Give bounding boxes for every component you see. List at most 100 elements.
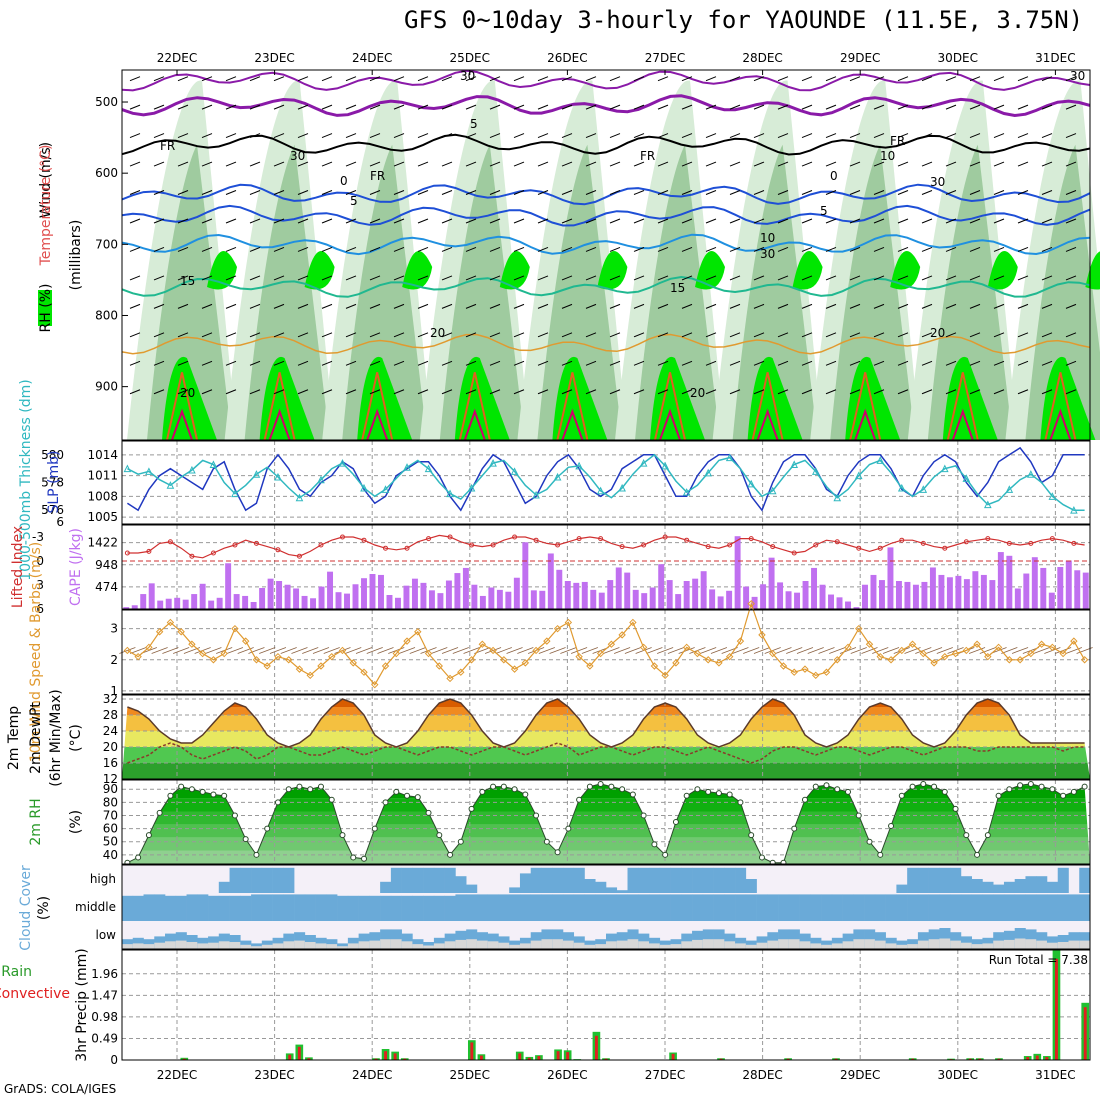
wind-barb: [321, 332, 333, 338]
wind-barb: [801, 190, 813, 195]
wind-barb: [431, 647, 448, 654]
cloud-block-low: [842, 941, 854, 949]
lifted-index-line: [127, 534, 1085, 559]
cape-bar: [369, 574, 376, 609]
cloud-block: [595, 894, 607, 921]
rh-point: [619, 786, 626, 793]
wind-barb: [377, 647, 394, 654]
cape-bar: [411, 578, 418, 609]
cloud-block: [993, 894, 1005, 921]
wind-barb: [825, 218, 837, 224]
wind-speed-point: [876, 652, 884, 661]
lifted-index-point: [727, 542, 733, 548]
cloud-block: [659, 894, 671, 921]
wind-barb: [849, 389, 861, 395]
rh-area-moist: [890, 251, 921, 290]
cloud-block-low: [541, 939, 553, 949]
wind-speed-point: [1059, 649, 1067, 658]
lifted-index-point: [963, 539, 969, 545]
wind-barb: [801, 218, 813, 224]
cape-bar: [624, 572, 631, 609]
y-tick-temp: 12: [103, 772, 118, 786]
wind-barb: [585, 218, 597, 224]
wind-barb: [417, 332, 429, 338]
wind-speed-point: [844, 643, 852, 652]
cape-bar: [1040, 567, 1047, 609]
ylabel-minmax: (6hr Min/Max): [48, 689, 64, 786]
ylabel-cloud: Cloud Cover: [18, 865, 34, 951]
thickness-point: [919, 485, 928, 493]
precip-bar-convective: [374, 1058, 378, 1060]
wind-barb: [849, 161, 861, 167]
wind-barb: [489, 190, 501, 195]
contour-label: 30: [460, 69, 475, 83]
rh-point: [984, 832, 991, 839]
lifted-index-point: [920, 540, 926, 546]
wind-barb: [777, 332, 789, 338]
wind-barb: [465, 389, 477, 395]
wind-barb: [850, 647, 867, 654]
wind-barb: [993, 246, 1005, 252]
cape-bar: [225, 563, 232, 609]
lifted-index-point: [641, 542, 647, 548]
wind-barb: [393, 360, 405, 366]
wind-barb: [993, 161, 1005, 167]
thickness-point: [123, 464, 132, 473]
wind-barb: [465, 190, 477, 195]
date-label-top: 31DEC: [1035, 51, 1075, 65]
contour-line: [561, 408, 584, 441]
wind-barb: [969, 275, 981, 281]
date-label-top: 29DEC: [840, 51, 880, 65]
cloud-block-low: [681, 941, 693, 949]
wind-barb: [441, 303, 453, 309]
thickness-point: [682, 488, 691, 496]
precip-bar-convective: [997, 1058, 1001, 1060]
wind-barb: [537, 104, 549, 110]
lifted-index-point: [813, 542, 819, 548]
date-label-bottom: 25DEC: [450, 1068, 490, 1082]
precip-bar-convective: [556, 1051, 560, 1060]
ylabel-rh: RH (%): [38, 284, 54, 333]
wind-barb: [321, 218, 333, 224]
wind-barb: [681, 389, 693, 395]
rh-area-moist: [845, 356, 901, 440]
cloud-block: [831, 894, 843, 921]
cloud-block: [692, 894, 704, 921]
wind-barb: [633, 275, 645, 281]
wind-speed-point: [984, 652, 992, 661]
contour-line: [951, 408, 974, 441]
cloud-block-low: [756, 942, 768, 949]
wind-barb: [249, 246, 261, 252]
cloud-block-low: [433, 943, 445, 949]
contour-label: 5: [350, 194, 358, 208]
ylabel-temp: Temperature (°C): [38, 145, 54, 267]
panel-frame: [121, 440, 1091, 525]
cloud-block: [337, 895, 349, 921]
contour-label: 10: [760, 231, 775, 245]
wind-barb: [201, 332, 213, 338]
wind-speed-point: [790, 668, 798, 676]
cloud-block: [304, 894, 316, 921]
wind-speed-point: [392, 649, 400, 658]
rh-area-moist: [1040, 356, 1096, 440]
wind-speed-point: [489, 646, 497, 655]
wind-barb: [465, 133, 477, 139]
wind-barb: [465, 104, 477, 110]
rh-point: [726, 791, 733, 798]
wind-barb: [297, 360, 309, 366]
rh-point: [479, 788, 486, 795]
cloud-block: [724, 867, 736, 893]
rh-area-moist: [747, 356, 803, 440]
wind-barb: [945, 76, 957, 82]
contour-line: [854, 408, 877, 441]
wind-speed-point: [1080, 656, 1089, 664]
wind-barb: [561, 246, 573, 252]
wind-barb: [609, 104, 621, 110]
rh-point: [877, 851, 884, 858]
lifted-index-point: [189, 553, 195, 559]
wind-speed-point: [338, 646, 347, 655]
wind-speed-point: [328, 652, 336, 661]
cape-bar: [1006, 555, 1013, 609]
rh-point: [974, 851, 981, 858]
